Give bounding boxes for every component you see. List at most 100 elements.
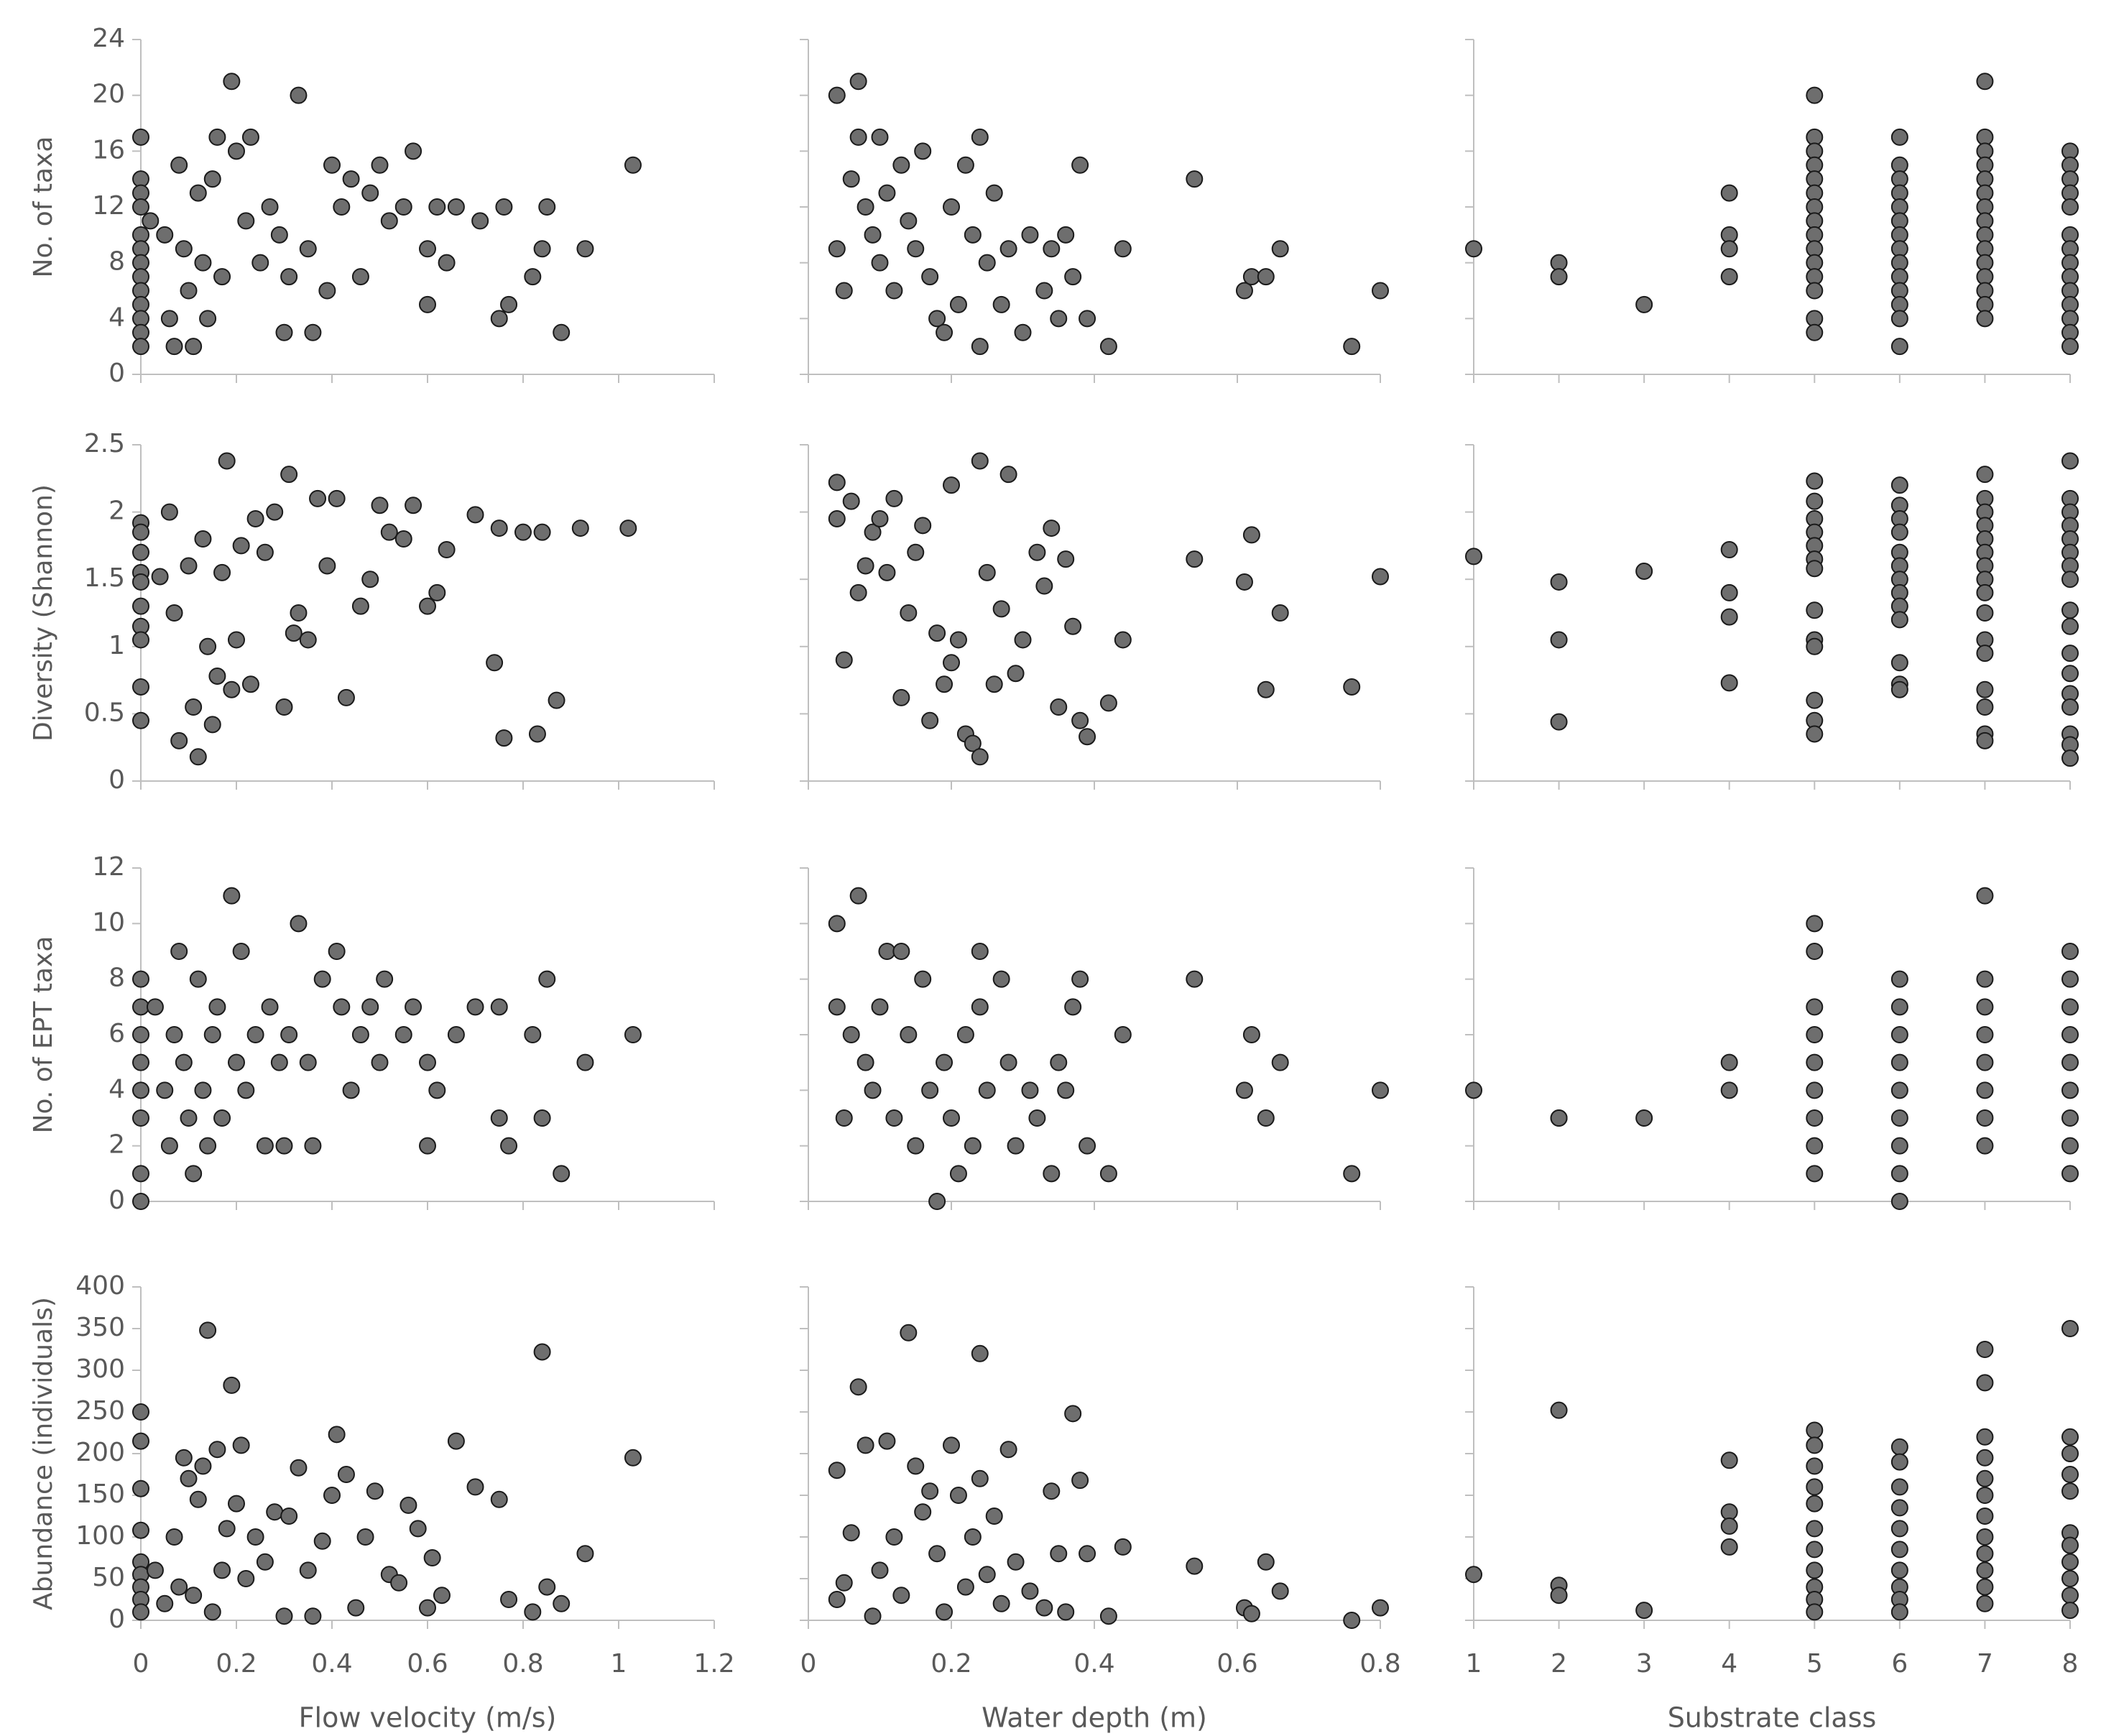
data-point xyxy=(290,604,308,622)
data-point xyxy=(1720,1517,1738,1535)
data-point xyxy=(1021,1582,1039,1600)
data-point xyxy=(538,198,556,216)
y-tick-label: 0.5 xyxy=(84,698,125,727)
data-point xyxy=(928,1193,946,1210)
data-point xyxy=(2061,1602,2079,1620)
data-point xyxy=(2061,571,2079,588)
data-point xyxy=(900,604,918,622)
data-point xyxy=(142,212,160,230)
data-point xyxy=(1550,631,1568,649)
data-point xyxy=(871,509,889,527)
data-point xyxy=(900,1324,918,1342)
data-point xyxy=(228,631,245,649)
data-point xyxy=(1890,523,1908,541)
data-point xyxy=(849,583,867,601)
data-point xyxy=(1976,970,1994,988)
data-point xyxy=(864,226,882,244)
data-point xyxy=(1035,577,1053,595)
data-point xyxy=(199,637,217,655)
data-point xyxy=(900,212,918,230)
data-point xyxy=(371,156,389,174)
data-point xyxy=(1806,1495,1824,1513)
data-point xyxy=(1071,970,1089,988)
data-point xyxy=(1372,568,1389,586)
data-point xyxy=(936,675,953,693)
data-point xyxy=(333,998,351,1016)
data-point xyxy=(132,1165,149,1183)
data-point xyxy=(2061,749,2079,767)
data-point xyxy=(1079,1137,1096,1155)
data-point xyxy=(1099,1165,1117,1183)
data-point xyxy=(892,688,910,706)
data-point xyxy=(971,1344,989,1362)
data-point xyxy=(490,1109,508,1127)
data-point xyxy=(533,1109,551,1127)
x-tick-label: 7 xyxy=(1977,1649,1993,1679)
data-point xyxy=(871,128,889,146)
data-point xyxy=(1890,998,1908,1016)
data-point xyxy=(999,466,1017,484)
data-point xyxy=(864,1081,882,1099)
data-point xyxy=(1343,338,1361,356)
y-tick-label: 4 xyxy=(108,303,125,332)
data-point xyxy=(1635,1602,1653,1620)
data-point xyxy=(1720,184,1738,202)
data-point xyxy=(1720,268,1738,286)
data-point xyxy=(1186,170,1204,188)
data-point xyxy=(907,1137,925,1155)
data-point xyxy=(1465,1081,1482,1099)
data-point xyxy=(228,1053,245,1071)
data-point xyxy=(1064,617,1082,635)
data-point xyxy=(1806,492,1824,510)
data-point xyxy=(280,1026,298,1043)
data-point xyxy=(1057,550,1075,568)
data-point xyxy=(323,1487,341,1504)
data-point xyxy=(208,998,226,1016)
data-point xyxy=(1114,631,1132,649)
data-point xyxy=(835,282,853,300)
data-point xyxy=(428,1081,446,1099)
data-point xyxy=(1806,915,1824,933)
data-point xyxy=(553,1594,571,1612)
data-point xyxy=(1235,282,1253,300)
data-point xyxy=(180,282,198,300)
data-point xyxy=(351,1026,369,1043)
data-point xyxy=(366,1482,384,1500)
data-point xyxy=(1806,1165,1824,1183)
data-point xyxy=(533,240,551,258)
data-point xyxy=(256,1137,274,1155)
data-point xyxy=(132,1403,149,1421)
data-point xyxy=(1806,1137,1824,1155)
data-point xyxy=(1806,725,1824,743)
data-point xyxy=(2061,998,2079,1016)
data-point xyxy=(538,1578,556,1596)
data-point xyxy=(943,476,960,494)
data-point xyxy=(500,1591,518,1608)
x-tick-label: 0.2 xyxy=(216,1649,257,1679)
data-point xyxy=(2061,601,2079,619)
data-point xyxy=(132,1109,149,1127)
data-point xyxy=(290,1459,308,1477)
data-point xyxy=(2061,1137,2079,1155)
data-point xyxy=(132,711,149,729)
data-point xyxy=(132,597,149,615)
data-point xyxy=(576,1053,594,1071)
data-point xyxy=(466,998,484,1016)
data-point xyxy=(971,748,989,766)
data-point xyxy=(132,631,149,649)
data-point xyxy=(1720,1503,1738,1521)
data-point xyxy=(1050,1053,1068,1071)
data-point xyxy=(1050,698,1068,716)
data-point xyxy=(1976,1487,1994,1504)
data-point xyxy=(1720,674,1738,692)
data-point xyxy=(1720,541,1738,559)
data-point xyxy=(246,509,264,527)
data-point xyxy=(1720,240,1738,258)
data-point xyxy=(208,1441,226,1459)
data-point xyxy=(971,943,989,960)
data-point xyxy=(371,497,389,514)
data-point xyxy=(1057,1603,1075,1621)
data-point xyxy=(490,520,508,537)
data-point xyxy=(132,128,149,146)
data-point xyxy=(189,184,207,202)
